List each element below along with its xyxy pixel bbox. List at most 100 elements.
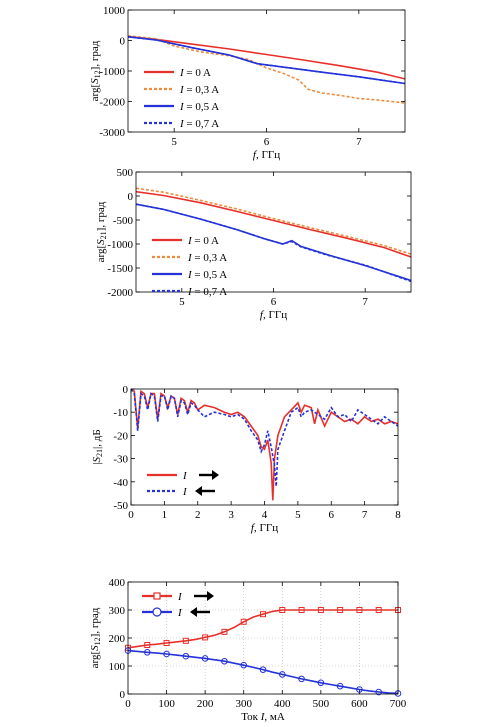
series-marker [202,634,209,641]
legend-label: I [177,607,183,619]
x-axis-label: f, ГГц [251,522,278,534]
arrow-right-icon [199,470,219,480]
y-tick-label: -2000 [99,97,125,109]
series-marker [260,611,266,618]
x-tick-label: 7 [362,296,368,308]
series-marker [375,688,383,696]
legend-label: I = 0 A [187,235,219,247]
legend-label: I [182,470,188,482]
plot-frame [127,581,399,695]
x-tick-label: 7 [356,136,362,148]
arrow-right-icon [194,591,214,601]
series-marker [240,661,248,669]
series-marker [221,657,228,665]
y-tick-label: -1000 [107,239,133,251]
series-4-line [128,36,405,85]
x-tick-label: 8 [395,509,401,521]
y-tick-label: -3000 [99,127,125,139]
y-tick-label: 0 [120,36,126,48]
legend-label: I = 0,7 A [187,286,227,298]
plot-frame [130,388,399,506]
x-tick-label: 600 [351,698,368,710]
y-tick-label: 300 [109,605,126,617]
series-marker [201,655,209,662]
x-tick-label: 500 [313,698,330,710]
chart-4: 0 100 200 300 400 500 600 700 400 300 200 100 0 II Ток… [89,577,407,723]
series-1-line [128,35,405,80]
x-tick-label: 200 [197,698,214,710]
y-tick-label: 200 [109,633,126,645]
chart-2: 5 6 7 500 0 -500 -1000 -1500 -2000 I = 0 A I = 0,3… [95,167,412,321]
x-tick-label: 5 [295,509,301,521]
plot-frame [127,9,406,133]
y-tick-label: 100 [109,661,126,673]
legend-label: I = 0 A [179,67,211,79]
arrow-left-icon [190,607,210,617]
series-marker [317,679,325,687]
x-tick-label: 4 [262,509,268,521]
y-axis-label: |S21|, дБ [91,429,104,464]
y-tick-label: 0 [128,191,134,203]
legend-label: I = 0,5 A [187,269,227,281]
series-marker [163,650,170,658]
x-tick-label: 400 [274,698,291,710]
legend-label: I = 0,3 A [179,84,219,96]
arrow-left-icon [195,486,215,496]
x-tick-label: 0 [128,509,134,521]
plot-frame [135,171,412,293]
y-tick-label: -1500 [107,263,133,275]
series-marker [182,637,189,644]
legend: I = 0 A I = 0,3 A I = 0,5 A I = 0,7 A [144,67,219,130]
y-tick-label: 0 [120,689,126,701]
x-tick-label: 2 [195,509,201,521]
series-1-line [136,190,411,258]
x-tick-label: 3 [228,509,234,521]
x-tick-label: 7 [362,509,368,521]
series-marker [143,648,151,656]
series-marker [144,642,151,648]
legend: II [142,591,214,619]
y-tick-label: -1000 [99,66,125,78]
x-tick-label: 6 [329,509,335,521]
series-marker [337,607,344,613]
y-tick-label: -500 [113,215,134,227]
y-tick-label: -40 [113,477,128,489]
series-2-line [128,649,398,694]
series-marker [240,618,247,625]
legend-label: I [182,486,188,498]
series-marker [336,682,344,690]
y-axis-label: arg[S12], град [89,40,102,101]
series-marker [375,607,382,613]
legend: I = 0 A I = 0,3 A I = 0,5 A I = 0,7 A [152,235,227,298]
y-axis-label: arg[S12], град [89,607,102,668]
y-tick-label: -2000 [107,287,133,299]
series-marker [298,675,305,683]
x-tick-label: 1 [162,509,168,521]
y-tick-label: 0 [123,384,129,396]
series-marker [278,671,286,678]
y-tick-label: -10 [113,407,128,419]
x-tick-label: 5 [171,136,177,148]
legend-label: I = 0,7 A [179,118,219,130]
y-tick-label: -30 [113,454,128,466]
legend-label: I = 0,5 A [179,101,219,113]
x-tick-label: 6 [264,136,270,148]
series-marker [221,628,228,635]
series-2-line [131,389,398,487]
y-tick-label: -50 [113,500,128,512]
series-marker [298,607,305,613]
x-tick-label: 0 [125,698,131,710]
y-tick-label: 400 [109,577,126,589]
series-2-line [128,35,405,104]
x-tick-label: 300 [235,698,252,710]
y-tick-label: 500 [117,167,134,179]
series-marker [163,640,170,647]
legend: II [147,470,219,498]
y-tick-label: 1000 [103,5,126,17]
x-axis-label: f, ГГц [253,149,280,161]
legend-label: I [177,591,183,603]
x-tick-label: 6 [271,296,277,308]
legend-marker [153,592,161,600]
series-4-line [136,203,411,283]
